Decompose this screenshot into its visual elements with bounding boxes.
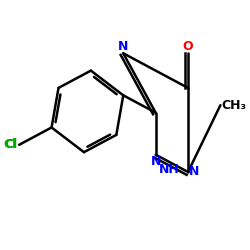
Text: N: N	[150, 155, 161, 168]
Text: Cl: Cl	[4, 138, 17, 151]
Text: Cl: Cl	[5, 138, 18, 151]
Text: N: N	[189, 166, 200, 178]
Text: CH₃: CH₃	[222, 99, 246, 112]
Text: NH: NH	[159, 163, 180, 176]
Text: N: N	[118, 40, 128, 53]
Text: O: O	[183, 40, 193, 53]
